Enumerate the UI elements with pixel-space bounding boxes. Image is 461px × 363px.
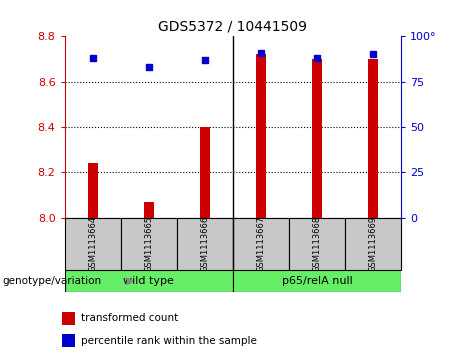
Bar xyxy=(121,218,177,270)
Bar xyxy=(256,54,266,218)
Bar xyxy=(233,270,401,292)
Text: percentile rank within the sample: percentile rank within the sample xyxy=(81,336,257,346)
Text: GSM1113666: GSM1113666 xyxy=(200,216,209,272)
Text: wild type: wild type xyxy=(123,276,174,286)
Bar xyxy=(200,127,210,218)
Bar xyxy=(289,218,345,270)
Bar xyxy=(62,334,76,347)
Text: genotype/variation: genotype/variation xyxy=(2,276,101,286)
Text: GSM1113669: GSM1113669 xyxy=(368,216,378,272)
Bar xyxy=(144,202,154,218)
Bar xyxy=(233,218,289,270)
Bar xyxy=(345,218,401,270)
Bar xyxy=(88,163,98,218)
Bar xyxy=(368,59,378,218)
Text: GSM1113667: GSM1113667 xyxy=(256,216,266,272)
Text: GSM1113668: GSM1113668 xyxy=(313,216,321,272)
Text: p65/relA null: p65/relA null xyxy=(282,276,352,286)
Title: GDS5372 / 10441509: GDS5372 / 10441509 xyxy=(158,20,307,34)
Text: transformed count: transformed count xyxy=(81,313,178,323)
Text: GSM1113664: GSM1113664 xyxy=(88,216,97,272)
Text: GSM1113665: GSM1113665 xyxy=(144,216,153,272)
Bar xyxy=(62,311,76,325)
Bar xyxy=(177,218,233,270)
Bar xyxy=(65,218,121,270)
Bar xyxy=(312,59,322,218)
Bar xyxy=(65,270,233,292)
